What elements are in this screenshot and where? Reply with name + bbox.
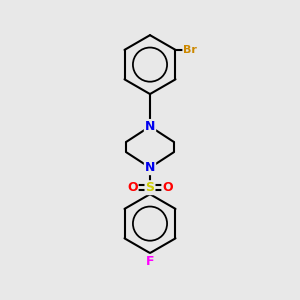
Text: O: O: [162, 181, 173, 194]
Text: Br: Br: [183, 45, 197, 55]
Text: S: S: [146, 181, 154, 194]
Text: N: N: [145, 120, 155, 133]
Text: O: O: [127, 181, 138, 194]
Text: N: N: [145, 161, 155, 174]
Text: F: F: [146, 255, 154, 268]
